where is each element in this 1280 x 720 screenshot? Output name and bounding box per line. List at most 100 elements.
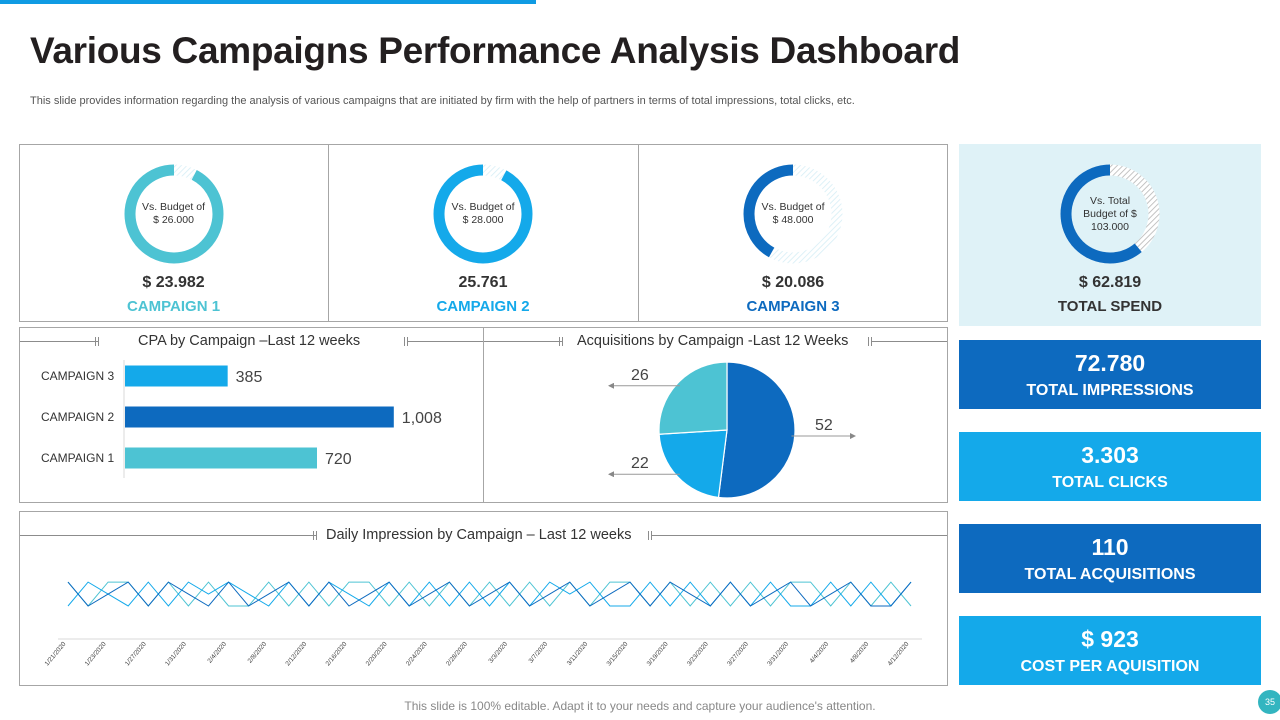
line-x-tick-label: 2/16/2020 (325, 640, 349, 667)
kpi-name: CAMPAIGN 1 (126, 298, 221, 315)
acquisitions-chart-title: Acquisitions by Campaign -Last 12 Weeks (577, 333, 849, 349)
kpi-card-total-spend: Vs. Total Budget of $ 103.000 $ 62.819 T… (959, 144, 1261, 322)
stat-label: TOTAL CLICKS (1052, 474, 1168, 491)
line-series (67, 581, 912, 607)
donut-spent-arc (433, 164, 533, 264)
bar-value-label: 385 (236, 369, 263, 386)
pie-slice (658, 429, 728, 499)
bar-category-label: CAMPAIGN 1 (41, 451, 114, 465)
title-rule-tick (95, 337, 96, 346)
line-x-tick-label: 2/8/2020 (247, 640, 269, 664)
stat-label: TOTAL ACQUISITIONS (1024, 566, 1196, 583)
line-x-tick-label: 1/23/2020 (84, 640, 108, 667)
acquisitions-pie-chart: 52 22 26 (608, 361, 856, 499)
line-x-tick-label: 3/27/2020 (726, 640, 750, 667)
title-rule (20, 535, 316, 536)
line-x-tick-label: 2/4/2020 (206, 640, 228, 664)
title-rule-tick (313, 531, 314, 540)
line-x-tick-label: 4/12/2020 (887, 640, 911, 667)
budget-donut: Vs. Budget of $ 48.000 (741, 162, 845, 266)
stat-cost-per-acquisition: $ 923 COST PER AQUISITION (959, 616, 1261, 685)
line-x-tick-label: 3/11/2020 (566, 640, 590, 667)
line-series (67, 581, 912, 607)
budget-donut: Vs. Budget of $ 28.000 (431, 162, 535, 266)
budget-donut: Vs. Total Budget of $ 103.000 (1058, 162, 1162, 266)
donut-spent-arc (124, 164, 223, 264)
kpi-divider (638, 145, 639, 321)
chart-divider (483, 328, 484, 502)
title-rule (484, 341, 562, 342)
kpi-divider (328, 145, 329, 321)
bar (125, 447, 317, 469)
cpa-chart-title: CPA by Campaign –Last 12 weeks (138, 333, 361, 349)
kpi-name: TOTAL SPEND (1057, 298, 1163, 315)
stat-label: COST PER AQUISITION (1020, 658, 1200, 675)
pie-value-label: 52 (815, 417, 833, 434)
donut-label: Vs. Budget of $ 48.000 (761, 201, 825, 226)
line-x-tick-label: 1/21/2020 (44, 640, 68, 667)
stat-value: 72.780 (1074, 350, 1146, 376)
donut-spent-arc (743, 164, 843, 264)
stat-total-acquisitions: 110 TOTAL ACQUISITIONS (959, 524, 1261, 593)
kpi-card-campaign-1: Vs. Budget of $ 26.000 $ 23.982 CAMPAIGN… (19, 144, 328, 322)
footer-note: This slide is 100% editable. Adapt it to… (404, 699, 876, 713)
stat-total-clicks: 3.303 TOTAL CLICKS (959, 432, 1261, 501)
budget-donut: Vs. Budget of $ 26.000 (122, 162, 226, 266)
title-rule-tick (868, 337, 869, 346)
page-number: 35 (1258, 690, 1280, 714)
title-rule (651, 535, 947, 536)
stat-value: 110 (1091, 534, 1129, 560)
stat-label: TOTAL IMPRESSIONS (1026, 382, 1194, 399)
title-rule-tick (559, 337, 560, 346)
donut-spent-arc (1060, 164, 1160, 264)
title-rule-tick (562, 337, 563, 346)
bar-value-label: 1,008 (402, 410, 442, 427)
bar-category-label: CAMPAIGN 2 (41, 410, 114, 424)
line-x-tick-label: 3/7/2020 (528, 640, 550, 664)
title-rule (407, 341, 483, 342)
stat-total-impressions: 72.780 TOTAL IMPRESSIONS (959, 340, 1261, 409)
donut-label: Vs. Total Budget of $ 103.000 (1083, 194, 1137, 233)
line-x-tick-label: 3/23/2020 (686, 640, 710, 667)
line-x-tick-label: 2/28/2020 (445, 640, 469, 667)
title-rule-tick (98, 337, 99, 346)
cpa-bar-chart: CAMPAIGN 3 385 CAMPAIGN 2 1,008 CAMPAIGN 1 72… (41, 360, 442, 478)
donut-label: Vs. Budget of $ 26.000 (141, 201, 206, 226)
stat-value: $ 923 (1081, 626, 1139, 652)
line-series (67, 581, 912, 607)
line-x-tick-label: 1/31/2020 (164, 640, 188, 667)
bar (125, 406, 394, 428)
top-accent-bar (0, 0, 536, 4)
stat-value: 3.303 (1081, 442, 1139, 468)
line-x-tick-label: 2/12/2020 (284, 640, 308, 667)
title-rule (871, 341, 947, 342)
pie-slice (658, 361, 728, 435)
line-x-tick-label: 3/15/2020 (606, 640, 630, 667)
kpi-amount: $ 23.982 (142, 274, 205, 291)
bar-value-label: 720 (325, 451, 352, 468)
title-rule-tick (648, 531, 649, 540)
pie-value-label: 26 (631, 367, 649, 384)
daily-impression-title: Daily Impression by Campaign – Last 12 w… (326, 527, 632, 543)
kpi-name: CAMPAIGN 2 (436, 298, 530, 315)
line-x-tick-label: 2/20/2020 (365, 640, 389, 667)
line-x-tick-label: 3/31/2020 (766, 640, 790, 667)
page-subtitle: This slide provides information regardin… (30, 95, 855, 107)
title-rule-tick (316, 531, 317, 540)
pie-value-label: 22 (631, 455, 649, 472)
pie-slice (717, 361, 796, 499)
kpi-card-campaign-2: Vs. Budget of $ 28.000 25.761 CAMPAIGN 2 (328, 144, 638, 322)
daily-impression-line-chart: 1/21/2020 1/23/2020 1/27/2020 1/31/2020 2/4/… (44, 581, 922, 667)
line-x-tick-label: 3/3/2020 (487, 640, 509, 664)
bar (125, 365, 228, 387)
page-title: Various Campaigns Performance Analysis D… (30, 30, 961, 71)
kpi-card-campaign-3: Vs. Budget of $ 48.000 $ 20.086 CAMPAIGN… (638, 144, 948, 322)
line-x-tick-label: 4/4/2020 (809, 640, 831, 664)
donut-label: Vs. Budget of $ 28.000 (451, 201, 515, 226)
title-rule (20, 341, 98, 342)
line-x-tick-label: 3/19/2020 (646, 640, 670, 667)
kpi-amount: 25.761 (458, 274, 508, 291)
bar-category-label: CAMPAIGN 3 (41, 369, 114, 383)
line-x-tick-label: 4/8/2020 (849, 640, 871, 664)
title-rule-tick (404, 337, 405, 346)
